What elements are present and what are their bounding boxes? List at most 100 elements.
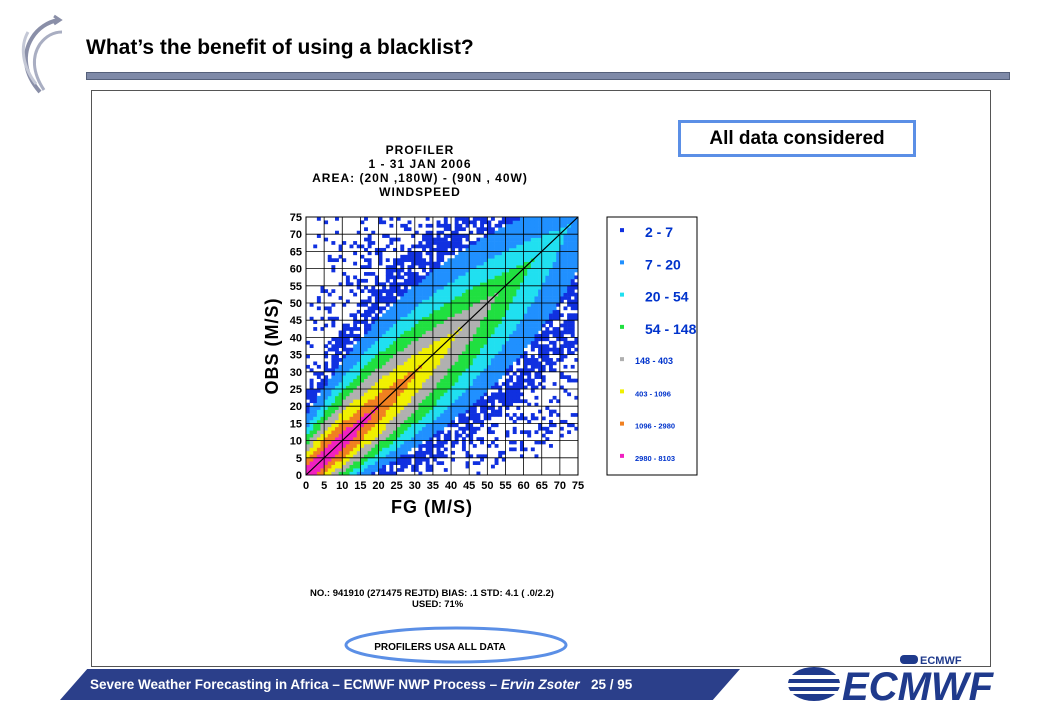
density-cell (472, 375, 477, 379)
density-cell (454, 337, 459, 342)
density-cell (552, 285, 557, 290)
density-cell (378, 247, 383, 252)
density-cell (364, 440, 368, 445)
density-cell (530, 385, 535, 390)
density-cell (552, 234, 557, 238)
density-cell (324, 237, 329, 242)
density-cell (331, 364, 336, 369)
density-cell (501, 265, 506, 269)
density-cells (306, 217, 579, 476)
density-cell (436, 450, 441, 455)
density-cell (548, 358, 553, 362)
density-cell (313, 371, 318, 376)
density-cell (494, 423, 499, 428)
density-cell (494, 303, 499, 307)
density-cell (371, 316, 376, 321)
density-cell (498, 406, 503, 410)
density-cell (458, 409, 463, 414)
density-cell (505, 223, 510, 228)
density-cell (509, 389, 514, 393)
density-cell (538, 327, 543, 331)
density-cell (461, 382, 466, 386)
density-cell (440, 385, 445, 390)
density-cell (385, 292, 390, 297)
density-cell (331, 347, 336, 352)
density-cell (396, 368, 401, 373)
density-cell (567, 299, 572, 304)
density-cell (371, 327, 376, 331)
density-cell (530, 275, 535, 280)
density-cell (414, 382, 419, 386)
density-cell (454, 399, 459, 404)
x-tick-label: 45 (463, 480, 475, 492)
density-cell (432, 354, 437, 359)
density-cell (559, 351, 564, 355)
density-cell (353, 416, 358, 421)
density-cell (364, 313, 368, 318)
density-cell (422, 268, 426, 273)
x-tick-label: 65 (536, 480, 548, 492)
density-cell (574, 395, 579, 400)
density-cell (371, 364, 376, 369)
density-cell (527, 430, 532, 435)
density-cell (527, 299, 532, 304)
density-cell (422, 450, 426, 455)
density-cell (487, 395, 492, 400)
density-cell (465, 399, 470, 404)
density-cell (570, 306, 575, 311)
density-cell (320, 419, 325, 424)
density-cell (436, 309, 441, 314)
density-cell (570, 285, 575, 290)
density-cell (454, 440, 459, 445)
density-cell (498, 361, 503, 366)
density-cell (367, 378, 372, 383)
density-cell (316, 471, 321, 476)
density-cell (534, 430, 539, 435)
density-cell (400, 258, 405, 263)
density-cell (476, 320, 481, 324)
density-cell (469, 254, 474, 259)
density-cell (447, 292, 452, 297)
density-cell (469, 375, 474, 379)
density-cell (306, 354, 310, 359)
density-cell (574, 251, 579, 256)
density-cell (429, 433, 434, 438)
density-cell (378, 426, 383, 431)
density-cell (324, 375, 329, 379)
density-cell (494, 461, 499, 465)
density-cell (530, 447, 535, 452)
density-cell (396, 413, 401, 417)
density-cell (407, 247, 412, 252)
density-cell (436, 444, 441, 448)
density-cell (530, 340, 535, 345)
density-cell (360, 461, 365, 465)
density-cell (567, 247, 572, 252)
density-cell (541, 313, 546, 318)
density-cell (454, 354, 459, 359)
density-cell (382, 247, 387, 252)
density-cell (487, 347, 492, 352)
density-cell (454, 289, 459, 293)
density-cell (501, 316, 506, 321)
density-cell (465, 244, 470, 249)
density-cell (429, 309, 434, 314)
density-cell (541, 337, 546, 342)
density-cell (494, 392, 499, 397)
density-cell (487, 337, 492, 342)
density-cell (545, 254, 550, 259)
density-cell (349, 371, 354, 376)
density-cell (374, 402, 379, 407)
density-cell (316, 450, 321, 455)
density-cell (469, 382, 474, 386)
density-cell (403, 306, 408, 311)
density-cell (465, 254, 470, 259)
density-cell (443, 333, 448, 338)
density-cell (313, 430, 318, 435)
density-cell (414, 437, 419, 441)
density-cell (389, 382, 394, 386)
density-cell (527, 303, 532, 307)
density-cell (422, 313, 426, 318)
density-cell (469, 292, 474, 297)
density-cell (548, 261, 553, 266)
density-cell (512, 234, 517, 238)
